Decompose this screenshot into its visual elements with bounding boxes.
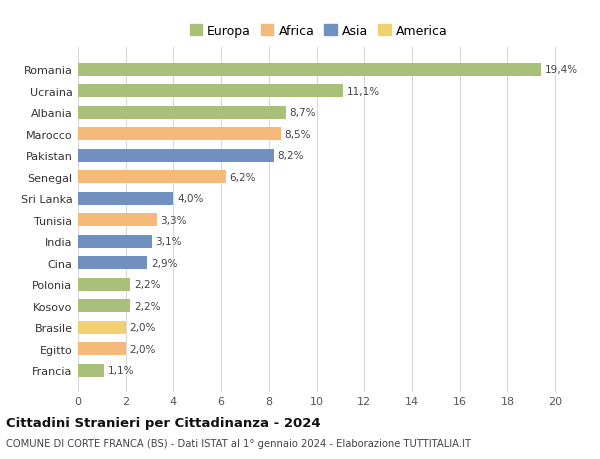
Bar (78, 342, 126, 355)
Bar (78, 128, 281, 141)
Text: 3,3%: 3,3% (160, 215, 187, 225)
Text: 6,2%: 6,2% (229, 173, 256, 182)
Text: 2,9%: 2,9% (151, 258, 177, 268)
Bar (78, 106, 286, 120)
Bar (78, 257, 147, 269)
Text: 8,5%: 8,5% (284, 129, 311, 140)
Bar (78, 321, 126, 334)
Bar (78, 192, 173, 205)
Text: 3,1%: 3,1% (155, 237, 182, 247)
Text: 2,0%: 2,0% (129, 323, 155, 332)
Text: COMUNE DI CORTE FRANCA (BS) - Dati ISTAT al 1° gennaio 2024 - Elaborazione TUTTI: COMUNE DI CORTE FRANCA (BS) - Dati ISTAT… (6, 438, 471, 448)
Text: 8,7%: 8,7% (289, 108, 316, 118)
Bar (78, 300, 130, 313)
Text: 1,1%: 1,1% (108, 365, 134, 375)
Text: 2,0%: 2,0% (129, 344, 155, 354)
Bar (78, 85, 343, 98)
Text: 19,4%: 19,4% (544, 65, 578, 75)
Bar (78, 171, 226, 184)
Bar (78, 278, 130, 291)
Bar (78, 64, 541, 77)
Text: 2,2%: 2,2% (134, 301, 161, 311)
Bar (78, 364, 104, 377)
Text: 8,2%: 8,2% (277, 151, 304, 161)
Bar (78, 214, 157, 227)
Text: Cittadini Stranieri per Cittadinanza - 2024: Cittadini Stranieri per Cittadinanza - 2… (6, 416, 320, 429)
Text: 2,2%: 2,2% (134, 280, 161, 290)
Legend: Europa, Africa, Asia, America: Europa, Africa, Asia, America (185, 20, 452, 43)
Text: 4,0%: 4,0% (177, 194, 203, 204)
Bar (78, 150, 274, 162)
Text: 11,1%: 11,1% (346, 87, 380, 97)
Bar (78, 235, 152, 248)
